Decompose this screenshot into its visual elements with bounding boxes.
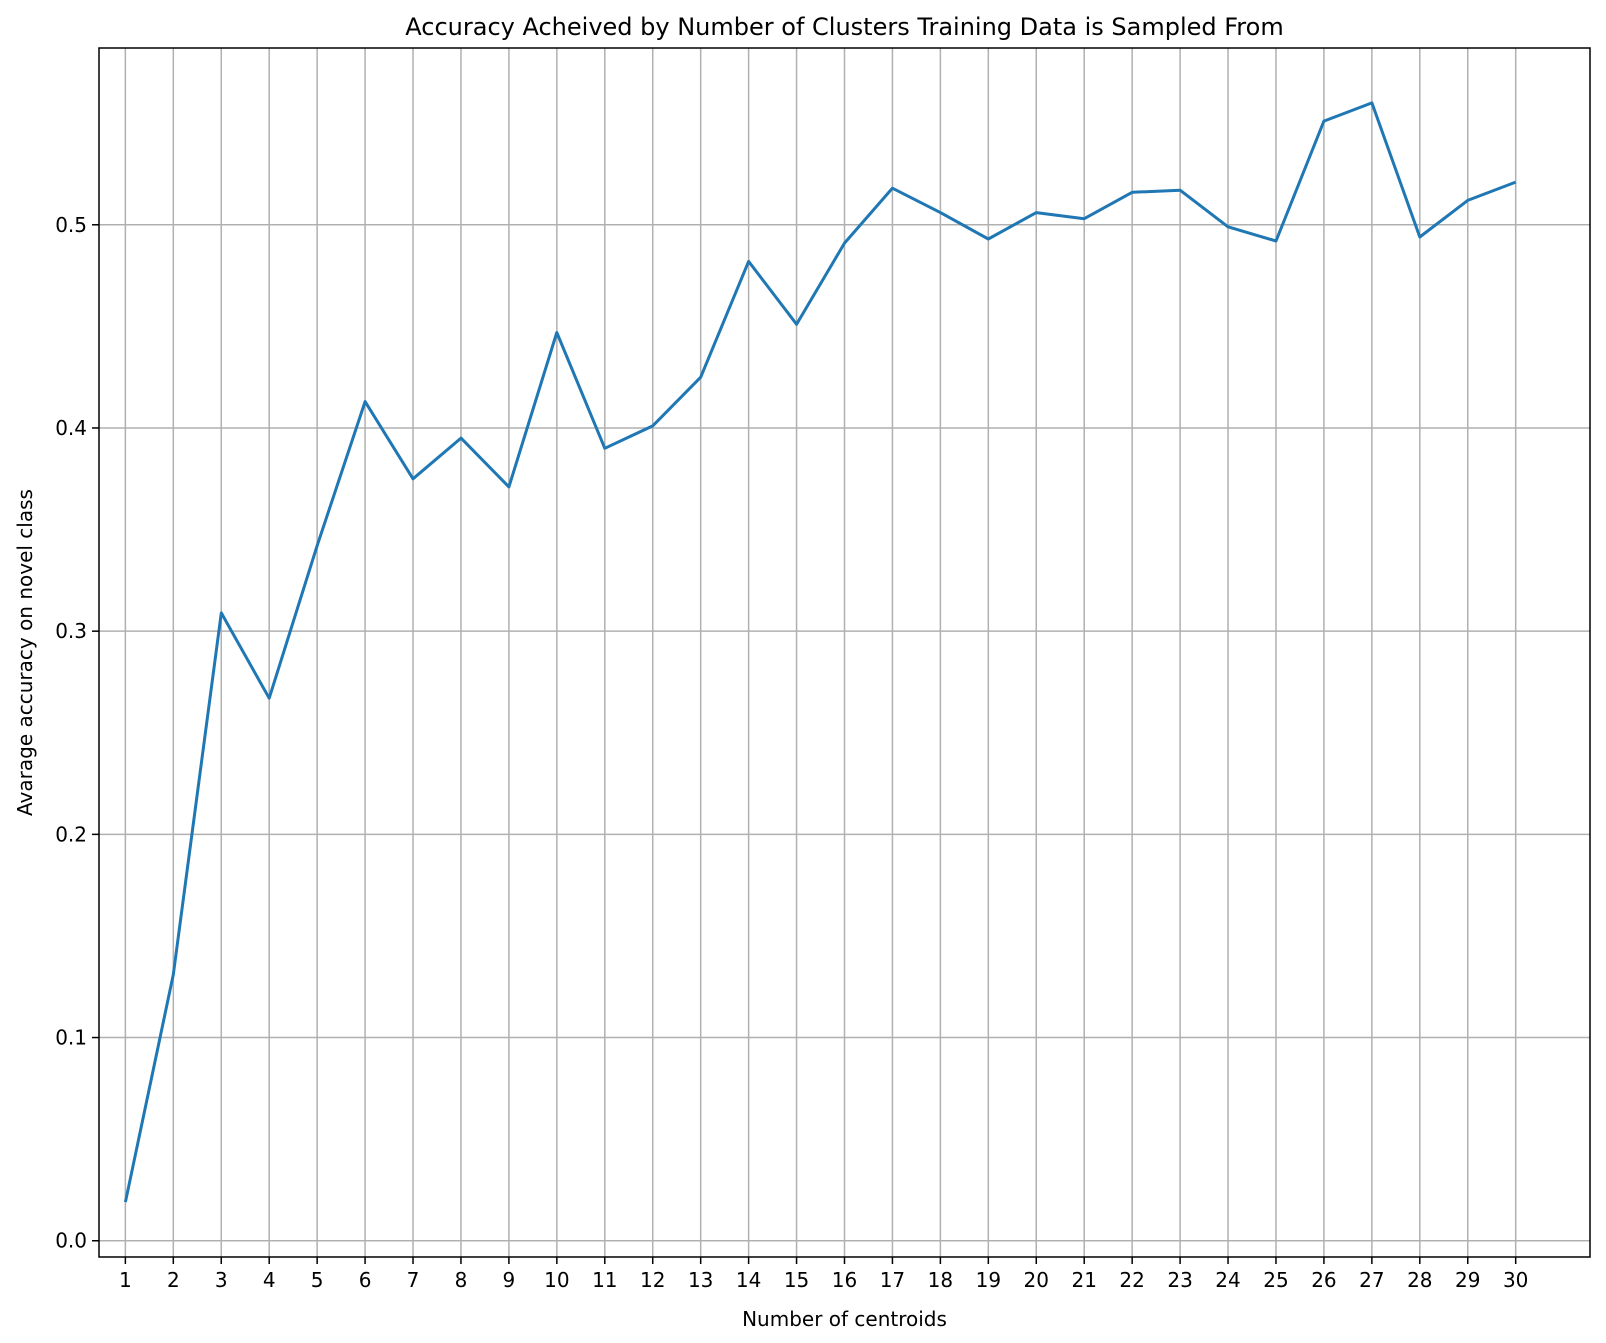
x-tick-label: 15 (784, 1268, 809, 1292)
grid (99, 48, 1590, 1257)
y-axis-label: Avarage accuracy on novel class (13, 489, 37, 816)
series-line (123, 101, 1517, 1203)
x-tick-label: 6 (359, 1268, 372, 1292)
x-tick-label: 26 (1311, 1268, 1336, 1292)
x-tick-label: 14 (736, 1268, 761, 1292)
x-tick-label: 10 (544, 1268, 569, 1292)
y-tick-label: 0.3 (55, 619, 87, 643)
x-tick-label: 5 (311, 1268, 324, 1292)
x-tick-label: 8 (455, 1268, 468, 1292)
x-tick-label: 7 (407, 1268, 420, 1292)
x-tick-label: 1 (119, 1268, 132, 1292)
y-tick-label: 0.2 (55, 822, 87, 846)
x-tick-label: 19 (976, 1268, 1001, 1292)
x-tick-label: 30 (1503, 1268, 1528, 1292)
chart-title: Accuracy Acheived by Number of Clusters … (405, 13, 1283, 41)
x-tick-label: 22 (1119, 1268, 1144, 1292)
x-tick-label: 23 (1167, 1268, 1192, 1292)
x-tick-label: 9 (503, 1268, 516, 1292)
x-tick-label: 18 (928, 1268, 953, 1292)
x-tick-label: 29 (1455, 1268, 1480, 1292)
x-tick-label: 11 (592, 1268, 617, 1292)
x-tick-label: 25 (1263, 1268, 1288, 1292)
y-tick-label: 0.5 (55, 213, 87, 237)
x-tick-label: 17 (880, 1268, 905, 1292)
y-tick-label: 0.1 (55, 1026, 87, 1050)
x-tick-label: 3 (215, 1268, 228, 1292)
y-axis-ticks: 0.0 0.1 0.2 0.3 0.4 0.5 (55, 213, 99, 1253)
x-axis-ticks: 1 2 3 4 5 6 7 8 9 10 11 12 13 14 15 16 17 18 19 20 21 22 23 24 2… (119, 1257, 1528, 1292)
x-tick-label: 12 (640, 1268, 665, 1292)
x-tick-label: 13 (688, 1268, 713, 1292)
x-tick-label: 28 (1407, 1268, 1432, 1292)
y-tick-label: 0.4 (55, 416, 87, 440)
x-tick-label: 2 (167, 1268, 180, 1292)
series-layer (123, 101, 1517, 1203)
x-tick-label: 27 (1359, 1268, 1384, 1292)
x-tick-label: 20 (1024, 1268, 1049, 1292)
x-tick-label: 16 (832, 1268, 857, 1292)
x-tick-label: 24 (1215, 1268, 1240, 1292)
x-tick-label: 4 (263, 1268, 276, 1292)
x-axis-label: Number of centroids (742, 1307, 947, 1331)
x-tick-label: 21 (1071, 1268, 1096, 1292)
y-tick-label: 0.0 (55, 1229, 87, 1253)
